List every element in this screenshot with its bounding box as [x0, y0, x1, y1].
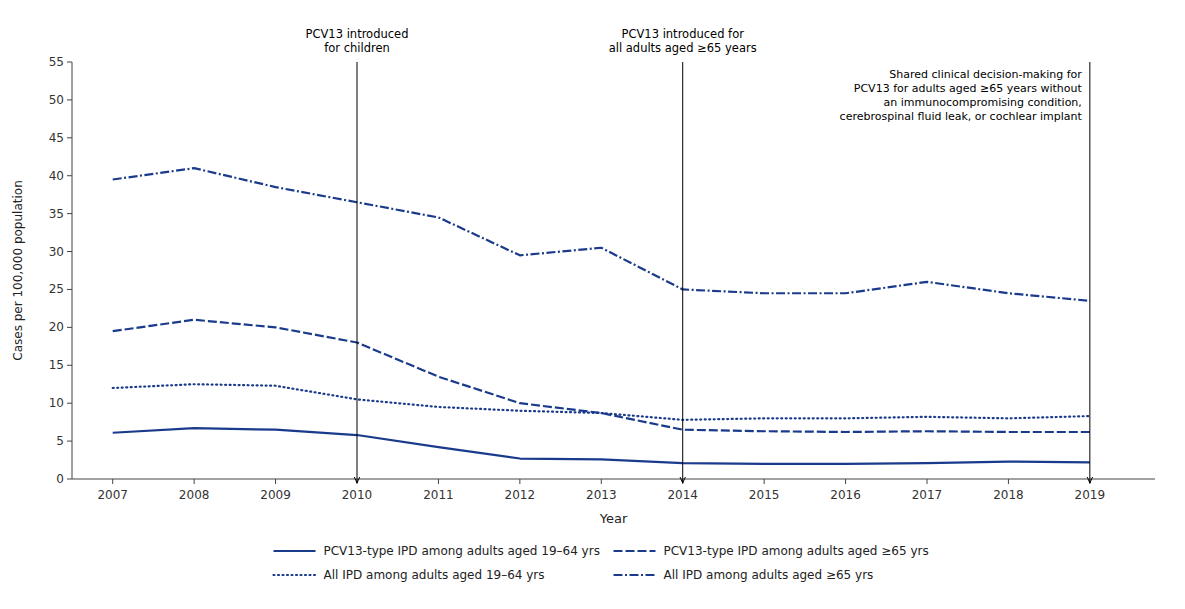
y-tick — [67, 251, 72, 252]
y-tick — [67, 403, 72, 404]
series-line — [113, 384, 1090, 420]
x-tick — [438, 479, 439, 484]
x-tick-label: 2008 — [179, 488, 210, 502]
x-tick-label: 2010 — [342, 488, 373, 502]
y-axis-line — [72, 62, 73, 479]
text-line: for children — [324, 41, 390, 55]
series-line — [113, 428, 1090, 464]
y-tick — [67, 137, 72, 138]
chart: 0 5 10 15 20 25 30 35 40 45 50 55 2007 2008 2009 2010 20… — [0, 0, 1185, 609]
text-line: all adults aged ≥65 years — [609, 41, 757, 55]
legend-swatch — [614, 550, 656, 552]
text-line: PCV13 introduced for — [622, 27, 745, 41]
text-line: PCV13 for adults aged ≥65 years without — [854, 82, 1083, 95]
event-line — [1089, 62, 1090, 483]
text-line: an immunocompromising condition, — [884, 96, 1082, 109]
x-tick-label: 2007 — [97, 488, 128, 502]
x-tick — [601, 479, 602, 484]
legend: PCV13-type IPD among adults aged 19–64 y… — [274, 544, 929, 582]
x-tick — [519, 479, 520, 484]
x-tick-label: 2013 — [586, 488, 617, 502]
legend-swatch — [274, 574, 316, 576]
plot-area — [113, 168, 1090, 464]
series-line — [113, 320, 1090, 432]
series-line — [113, 168, 1090, 301]
x-tick-label: 2011 — [423, 488, 454, 502]
y-tick — [67, 479, 72, 480]
y-tick — [67, 365, 72, 366]
x-tick-label: 2015 — [749, 488, 780, 502]
x-tick — [194, 479, 195, 484]
legend-label: All IPD among adults aged ≥65 yrs — [664, 568, 874, 582]
y-tick-label: 0 — [56, 472, 64, 486]
y-tick-label: 10 — [49, 396, 64, 410]
x-tick — [275, 479, 276, 484]
y-tick-label: 30 — [49, 245, 64, 259]
x-tick — [112, 479, 113, 484]
y-tick — [67, 175, 72, 176]
text-line: Shared clinical decision-making for — [889, 68, 1082, 81]
y-tick — [67, 213, 72, 214]
event-label: PCV13 introducedfor children — [306, 27, 409, 55]
y-tick — [67, 327, 72, 328]
y-tick-label: 50 — [49, 93, 64, 107]
y-tick — [67, 99, 72, 100]
x-axis-label: Year — [599, 511, 628, 526]
y-tick-label: 55 — [49, 55, 64, 69]
y-tick-label: 40 — [49, 169, 64, 183]
legend-swatch — [614, 574, 656, 576]
y-tick-label: 35 — [49, 207, 64, 221]
x-axis-line — [72, 479, 1155, 480]
y-tick-label: 5 — [56, 434, 64, 448]
x-tick-label: 2012 — [505, 488, 536, 502]
event-line — [357, 62, 358, 483]
x-tick-label: 2019 — [1075, 488, 1106, 502]
event-label: Shared clinical decision-making forPCV13… — [840, 68, 1083, 123]
legend-label: PCV13-type IPD among adults aged ≥65 yrs — [664, 544, 929, 558]
x-tick — [845, 479, 846, 484]
legend-swatch — [274, 550, 316, 552]
x-tick — [764, 479, 765, 484]
text-line: cerebrospinal fluid leak, or cochlear im… — [840, 110, 1083, 123]
event-line — [682, 62, 683, 483]
text-line: PCV13 introduced — [306, 27, 409, 41]
y-tick-label: 45 — [49, 131, 64, 145]
event-label: PCV13 introduced forall adults aged ≥65 … — [609, 27, 757, 55]
x-tick-label: 2017 — [912, 488, 943, 502]
x-tick-label: 2009 — [260, 488, 291, 502]
legend-label: All IPD among adults aged 19–64 yrs — [324, 568, 545, 582]
y-tick — [67, 62, 72, 63]
x-tick-label: 2016 — [830, 488, 861, 502]
y-tick — [67, 441, 72, 442]
x-tick-label: 2018 — [993, 488, 1024, 502]
x-tick-label: 2014 — [667, 488, 698, 502]
y-tick — [67, 289, 72, 290]
y-tick-label: 20 — [49, 320, 64, 334]
x-tick — [1008, 479, 1009, 484]
x-tick — [927, 479, 928, 484]
legend-label: PCV13-type IPD among adults aged 19–64 y… — [324, 544, 600, 558]
y-axis-label: Cases per 100,000 population — [11, 180, 25, 360]
y-tick-label: 15 — [49, 358, 64, 372]
y-tick-label: 25 — [49, 282, 64, 296]
